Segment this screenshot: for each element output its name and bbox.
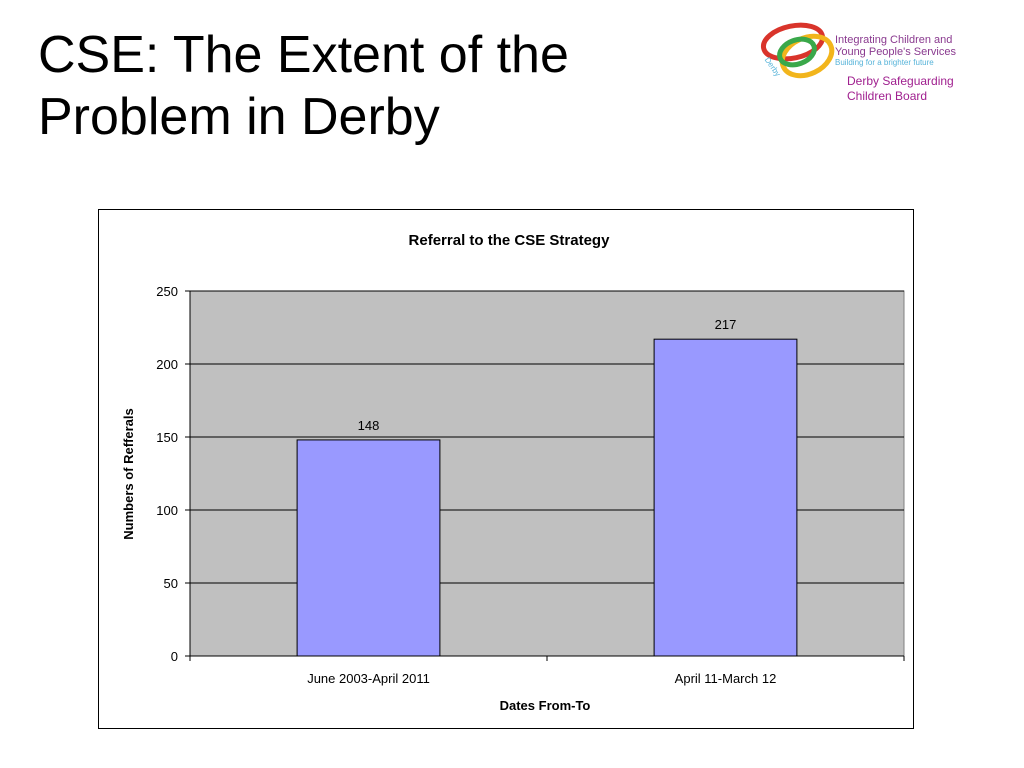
bar (296, 439, 441, 657)
y-tick-label: 150 (156, 430, 178, 445)
rings-logo-icon: Derby (760, 22, 835, 78)
chart-frame: Referral to the CSE Strategy 0 50 100 150 20… (98, 209, 914, 729)
x-tick-label: April 11-March 12 (675, 671, 777, 686)
y-axis-label: Numbers of Refferals (121, 408, 136, 539)
icps-logo: Derby Integrating Children and Young Peo… (755, 14, 1005, 114)
y-tick-label: 250 (156, 284, 178, 299)
logo-line2: Young People's Services (835, 46, 956, 58)
x-tick-label: June 2003-April 2011 (307, 671, 430, 686)
board-line1: Derby Safeguarding (847, 74, 954, 88)
logo-text: Integrating Children and Young People's … (835, 34, 956, 68)
slide-title-line1: CSE: The Extent of the (38, 26, 569, 84)
chart-title: Referral to the CSE Strategy (409, 232, 611, 249)
slide-title-line2: Problem in Derby (38, 88, 440, 146)
y-tick-label: 50 (164, 576, 178, 591)
logo-line1: Integrating Children and (835, 34, 953, 46)
bar (653, 338, 798, 657)
x-axis-label: Dates From-To (500, 698, 591, 713)
bar-chart: Referral to the CSE Strategy 0 50 100 150 20… (121, 232, 905, 713)
y-tick-label: 100 (156, 503, 178, 518)
bar-data-label: 217 (715, 317, 737, 332)
slide-title: CSE: The Extent of the Problem in Derby (38, 24, 678, 148)
y-tick-label: 0 (171, 649, 178, 664)
safeguarding-board-label: Derby Safeguarding Children Board (847, 74, 954, 104)
bar-data-label: 148 (358, 418, 380, 433)
logo-tagline: Building for a brighter future (835, 58, 934, 67)
board-line2: Children Board (847, 89, 928, 103)
y-tick-label: 200 (156, 357, 178, 372)
